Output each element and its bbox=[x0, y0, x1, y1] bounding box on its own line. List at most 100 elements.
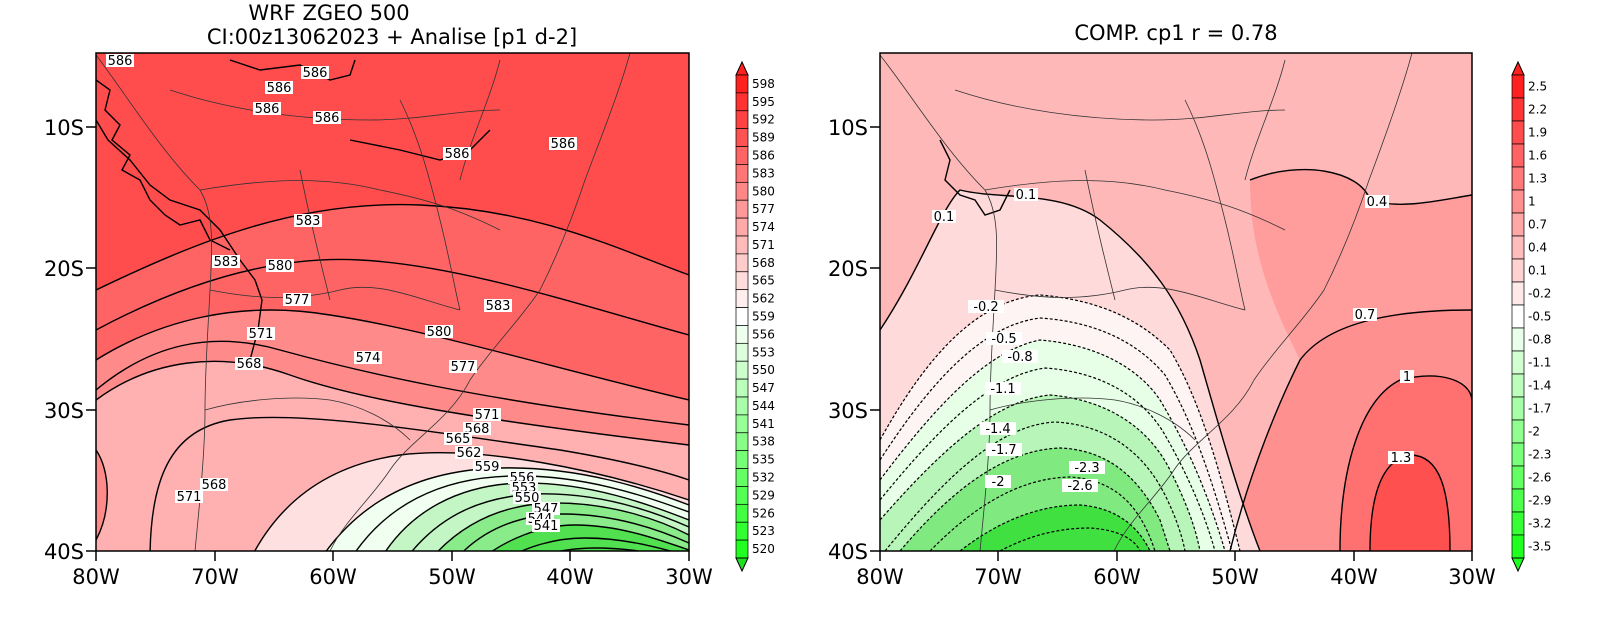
contour-label: 562 bbox=[455, 446, 483, 461]
contour-label: 586 bbox=[265, 81, 293, 96]
right-colorbar-top-arrow bbox=[1511, 60, 1525, 76]
svg-text:571: 571 bbox=[475, 408, 500, 423]
left-colorbar: 598 595 592 589 586 583 580 577 574 571 568 565 562 5… bbox=[735, 60, 775, 573]
right-colorbar-label: -3.5 bbox=[1528, 540, 1551, 554]
right-colorbar-label: 2.2 bbox=[1528, 103, 1547, 117]
svg-text:-2.3: -2.3 bbox=[1074, 461, 1099, 476]
left-colorbar-label: 589 bbox=[752, 131, 775, 145]
right-colorbar-box bbox=[1511, 419, 1525, 444]
contour-label: 0.4 bbox=[1365, 195, 1389, 210]
right-colorbar-label: 0.7 bbox=[1528, 218, 1547, 232]
svg-text:-0.2: -0.2 bbox=[973, 300, 998, 315]
contour-label: 0.7 bbox=[1353, 308, 1377, 323]
left-colorbar-box bbox=[735, 378, 749, 398]
left-x-tick-70W: 70W bbox=[191, 565, 239, 589]
left-colorbar-label: 553 bbox=[752, 345, 775, 359]
left-colorbar-box bbox=[735, 432, 749, 452]
contour-label: 574 bbox=[354, 351, 382, 366]
right-x-tick-40W: 40W bbox=[1330, 565, 1378, 589]
svg-text:-2.6: -2.6 bbox=[1067, 479, 1092, 494]
svg-text:568: 568 bbox=[237, 357, 262, 372]
svg-text:-2: -2 bbox=[992, 475, 1005, 490]
right-colorbar-label: 1.6 bbox=[1528, 149, 1547, 163]
right-colorbar-label: -0.8 bbox=[1528, 333, 1551, 347]
right-colorbar-box bbox=[1511, 74, 1525, 99]
contour-label: -0.5 bbox=[986, 332, 1022, 347]
right-y-tick-10S: 10S bbox=[828, 116, 868, 140]
left-colorbar-box bbox=[735, 503, 749, 523]
right-colorbar-label: -2.6 bbox=[1528, 471, 1551, 485]
left-x-tick-40W: 40W bbox=[546, 565, 594, 589]
svg-text:0.1: 0.1 bbox=[934, 210, 955, 225]
right-colorbar-box bbox=[1511, 534, 1525, 559]
contour-label: -0.2 bbox=[968, 300, 1004, 315]
left-colorbar-label: 571 bbox=[752, 238, 775, 252]
left-colorbar-label: 559 bbox=[752, 310, 775, 324]
left-colorbar-label: 574 bbox=[752, 220, 775, 234]
right-colorbar-box bbox=[1511, 212, 1525, 237]
contour-label: 568 bbox=[200, 478, 228, 493]
contour-label: 577 bbox=[283, 293, 311, 308]
left-colorbar-box bbox=[735, 325, 749, 344]
right-colorbar-label: 1.9 bbox=[1528, 126, 1547, 140]
svg-text:586: 586 bbox=[315, 111, 340, 126]
right-colorbar-label: -2.3 bbox=[1528, 448, 1551, 462]
left-colorbar-label: 538 bbox=[752, 435, 775, 449]
right-colorbar-box bbox=[1511, 465, 1525, 490]
right-y-tick-30S: 30S bbox=[828, 399, 868, 423]
svg-text:-1.1: -1.1 bbox=[990, 382, 1015, 397]
svg-text:1.3: 1.3 bbox=[1391, 451, 1412, 466]
contour-label: 586 bbox=[253, 102, 281, 117]
right-x-tick-60W: 60W bbox=[1093, 565, 1141, 589]
contour-label: -2 bbox=[985, 475, 1011, 490]
contour-label: 565 bbox=[444, 432, 472, 447]
contour-label: -1.4 bbox=[980, 422, 1016, 437]
right-colorbar-box bbox=[1511, 373, 1525, 398]
left-colorbar-box bbox=[735, 181, 749, 201]
left-colorbar-box bbox=[735, 164, 749, 183]
right-colorbar-label: -0.2 bbox=[1528, 287, 1551, 301]
left-x-axis bbox=[95, 551, 690, 561]
left-colorbar-label: 577 bbox=[752, 202, 775, 216]
contour-label: 541 bbox=[532, 519, 560, 534]
left-colorbar-box bbox=[735, 253, 749, 273]
right-panel: COMP. cp1 r = 0.78 bbox=[828, 21, 1551, 589]
right-colorbar-box bbox=[1511, 304, 1525, 329]
svg-text:-0.8: -0.8 bbox=[1007, 350, 1032, 365]
right-colorbar-box bbox=[1511, 442, 1525, 467]
contour-label: 586 bbox=[106, 54, 134, 69]
right-colorbar-label: -0.5 bbox=[1528, 310, 1551, 324]
left-colorbar-label: 580 bbox=[752, 184, 775, 198]
right-colorbar-box bbox=[1511, 396, 1525, 421]
right-y-tick-20S: 20S bbox=[828, 257, 868, 281]
left-colorbar-label: 550 bbox=[752, 363, 775, 377]
contour-label: 586 bbox=[549, 137, 577, 152]
svg-text:577: 577 bbox=[451, 360, 476, 375]
right-y-axis bbox=[870, 126, 880, 552]
left-colorbar-box bbox=[735, 271, 749, 291]
contour-label: 571 bbox=[175, 490, 203, 505]
left-title-line1: WRF ZGEO 500 bbox=[248, 1, 409, 25]
svg-text:571: 571 bbox=[249, 327, 274, 342]
left-colorbar-box bbox=[735, 235, 749, 255]
left-colorbar-label: 598 bbox=[752, 77, 775, 91]
left-y-tick-30S: 30S bbox=[44, 399, 84, 423]
left-colorbar-box bbox=[735, 396, 749, 416]
contour-label: 583 bbox=[212, 255, 240, 270]
left-colorbar-label: 532 bbox=[752, 471, 775, 485]
svg-text:583: 583 bbox=[214, 255, 239, 270]
contour-label: -1.7 bbox=[986, 443, 1022, 458]
svg-text:586: 586 bbox=[108, 54, 133, 69]
svg-text:586: 586 bbox=[445, 147, 470, 162]
contour-label: 580 bbox=[425, 325, 453, 340]
contour-label: 583 bbox=[294, 214, 322, 229]
svg-text:-1.4: -1.4 bbox=[985, 422, 1010, 437]
right-colorbar-box bbox=[1511, 488, 1525, 513]
left-colorbar-label: 541 bbox=[752, 417, 775, 431]
left-colorbar-box bbox=[735, 486, 749, 505]
left-colorbar-box bbox=[735, 217, 749, 237]
left-colorbar-top-arrow bbox=[735, 60, 749, 76]
left-y-tick-20S: 20S bbox=[44, 257, 84, 281]
contour-label: 559 bbox=[473, 460, 501, 475]
right-colorbar-label: -3.2 bbox=[1528, 517, 1551, 531]
